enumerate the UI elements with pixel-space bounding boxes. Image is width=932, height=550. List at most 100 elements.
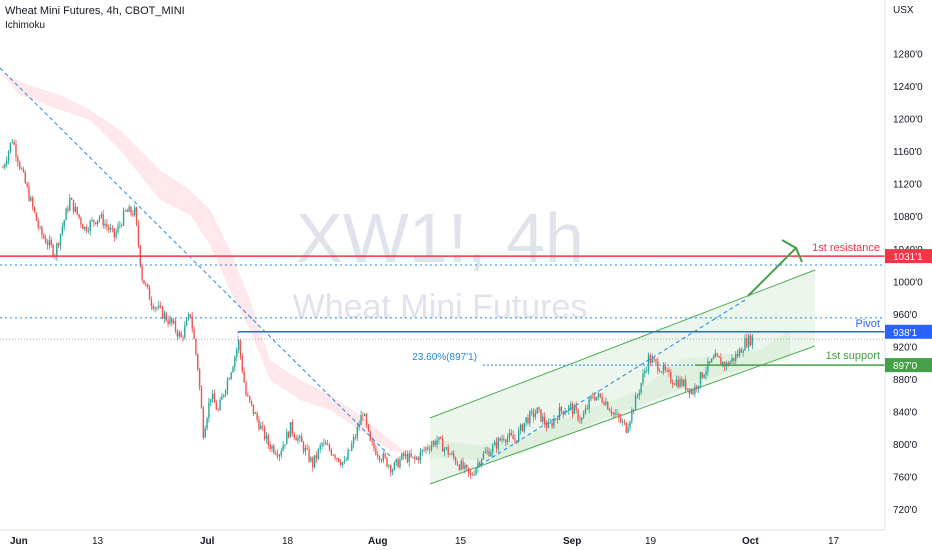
candle-body [610,410,613,414]
candle-body [377,454,379,457]
candle-body [634,395,637,411]
candle-body [388,465,390,467]
candle-body [247,395,249,397]
candle-body [696,386,698,389]
candle-body [360,415,362,425]
candle-body [152,305,154,310]
candle-body [291,422,294,434]
candle-body [215,402,218,410]
candle-body [217,409,219,411]
x-tick-label: Sep [563,536,581,547]
candle-body [620,417,622,423]
x-tick-label: Oct [742,536,759,547]
candle-body [534,413,537,418]
candle-body [18,162,21,169]
candle-body [154,307,156,310]
candle-body [180,332,182,338]
y-tick-label: 1280'0 [893,49,923,60]
candle-body [67,208,69,211]
candle-body [161,306,164,319]
candle-body [352,437,355,444]
candle-body [167,320,169,324]
candle-body [195,339,197,354]
currency-label: USX [893,5,914,16]
candle-body [208,402,210,419]
candle-body [4,164,6,168]
candle-body [46,243,49,246]
channel-upper [429,269,816,419]
candle-body [128,206,130,212]
candle-body [91,219,93,222]
candle-body [378,456,381,460]
support-label: 1st support [826,350,880,362]
time-axis-bg [0,530,932,550]
candle-body [122,210,125,226]
candle-body [137,224,140,246]
candle-body [412,456,414,458]
candle-body [547,423,550,428]
candle-body [124,210,127,211]
candle-body [746,338,748,347]
candle-body [306,447,308,449]
candle-body [117,225,119,232]
candle-body [30,197,32,201]
candle-body [549,422,551,424]
candle-body [697,385,700,389]
candle-body [349,450,351,452]
candle-body [24,171,26,184]
candle-body [460,461,462,470]
candle-body [553,419,555,427]
candle-body [727,362,730,366]
candle-body [742,350,744,353]
candle-body [564,412,566,415]
candle-body [121,224,123,226]
projection-arrow [747,239,803,297]
candle-body [345,459,347,461]
candle-body [660,371,663,373]
candle-body [586,408,589,410]
candle-body [542,416,544,422]
candle-body [293,433,295,438]
candle-body [440,437,442,439]
x-tick-label: Jul [200,536,215,547]
candle-body [158,305,160,308]
candle-body [274,452,277,455]
candle-body [419,451,422,461]
candle-body [85,227,88,232]
candle-body [538,407,540,410]
candle-body [325,442,327,445]
candle-body [458,465,461,470]
candle-body [145,284,147,285]
candle-body [269,445,271,450]
candle-body [722,362,724,366]
fib-label: 23.60%(897'1) [412,352,477,363]
candle-body [612,412,614,414]
indicator-name: Ichimoku [5,20,46,31]
candle-body [599,393,602,397]
candle-body [26,183,28,187]
candle-body [718,355,720,358]
watermark-symbol: XW1!, 4h [296,199,584,277]
candle-body [469,472,472,475]
candle-body [332,454,334,456]
candle-body [401,453,403,460]
candle-body [328,444,331,450]
candle-body [454,457,457,464]
candle-body [135,207,138,225]
candle-body [716,353,718,356]
candle-body [501,438,503,441]
candle-body [299,436,301,438]
candle-body [386,457,388,467]
candle-body [605,401,607,405]
candle-body [425,447,427,451]
candle-body [466,464,468,468]
candle-body [506,437,509,443]
candle-body [82,224,84,230]
pivot-price-tag-bg [885,324,932,339]
candle-body [323,442,325,444]
candle-body [185,319,188,326]
candle-body [532,410,535,418]
candle-body [512,435,514,440]
candle-body [169,318,171,324]
